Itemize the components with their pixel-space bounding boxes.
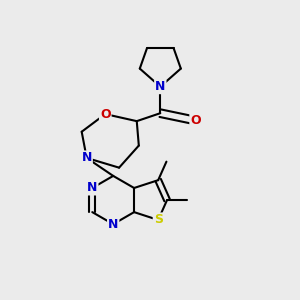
- Text: N: N: [155, 80, 166, 93]
- Text: N: N: [87, 182, 98, 194]
- Text: O: O: [100, 108, 111, 121]
- Text: N: N: [108, 218, 119, 231]
- Text: N: N: [82, 152, 92, 164]
- Text: S: S: [154, 214, 163, 226]
- Text: O: O: [190, 114, 201, 127]
